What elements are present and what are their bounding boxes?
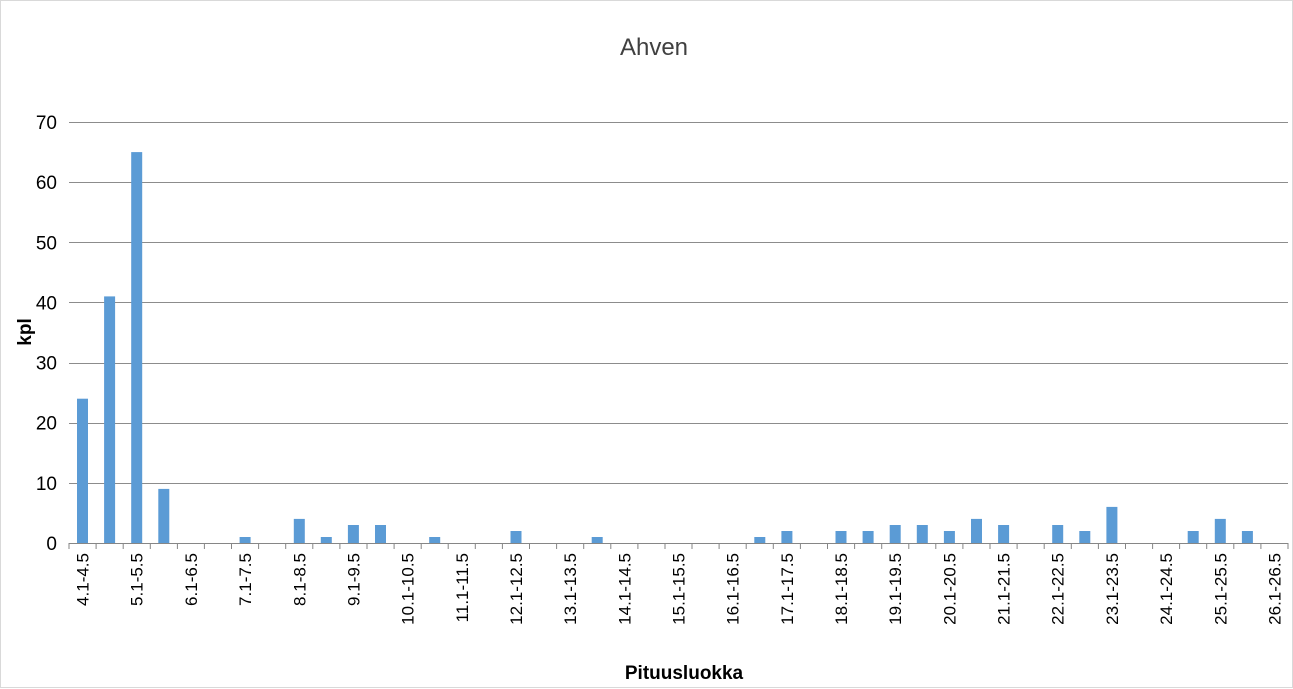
- y-tick-label: 70: [36, 113, 57, 134]
- y-tick-label: 60: [36, 173, 57, 194]
- x-tick-label: 23.1-23.5: [1103, 553, 1122, 625]
- x-tick-label: 7.1-7.5: [236, 553, 255, 606]
- bar: [943, 531, 955, 543]
- bar: [754, 537, 766, 543]
- bar: [916, 525, 928, 543]
- bar: [971, 518, 982, 543]
- x-axis-label: Pituusluokka: [625, 663, 744, 684]
- x-tick-label: 16.1-16.5: [724, 553, 743, 625]
- bar: [1187, 531, 1199, 543]
- bar: [104, 296, 116, 543]
- bar: [862, 531, 874, 543]
- x-tick-label: 22.1-22.5: [1049, 553, 1068, 625]
- x-tick-label: 17.1-17.5: [778, 553, 797, 625]
- bar: [131, 152, 143, 543]
- x-tick-labels: 4.1-4.5 5.1-5.5 6.1-6.5 7.1-7.5 8.1-8.5 9.1-9…: [68, 543, 1289, 625]
- bar: [781, 531, 793, 543]
- bar: [835, 531, 847, 543]
- x-tick-label: 8.1-8.5: [290, 553, 309, 606]
- x-tick-label: 26.1-26.5: [1266, 553, 1285, 625]
- bar: [347, 525, 359, 543]
- y-axis-label: kpl: [15, 318, 36, 345]
- bar: [1214, 518, 1226, 543]
- x-tick-label: 4.1-4.5: [74, 553, 93, 606]
- bar: [293, 518, 305, 543]
- x-tick-label: 10.1-10.5: [399, 553, 418, 625]
- x-tick-label: 19.1-19.5: [886, 553, 905, 625]
- x-tick-label: 11.1-11.5: [453, 553, 472, 622]
- x-tick-label: 5.1-5.5: [128, 553, 147, 606]
- x-tick-label: 21.1-21.5: [995, 553, 1014, 625]
- x-tick-label: 9.1-9.5: [344, 553, 363, 606]
- x-tick-label: 15.1-15.5: [670, 553, 689, 625]
- y-tick-label: 50: [36, 233, 57, 254]
- x-tick-label: 6.1-6.5: [182, 553, 201, 606]
- x-tick-label: 25.1-25.5: [1211, 553, 1230, 625]
- bar: [998, 525, 1010, 543]
- bar: [375, 525, 386, 543]
- x-tick-label: 20.1-20.5: [940, 553, 959, 625]
- x-tick-label: 14.1-14.5: [615, 553, 634, 625]
- bar: [591, 537, 603, 543]
- y-tick-labels: 0 10 20 30 40 50 60 70: [36, 113, 57, 555]
- bar: [510, 531, 522, 543]
- y-tick-label: 40: [36, 293, 57, 314]
- x-tick-label: 24.1-24.5: [1157, 553, 1176, 625]
- bars: [77, 152, 1253, 543]
- x-tick-label: 12.1-12.5: [507, 553, 526, 625]
- y-tick-label: 20: [36, 414, 57, 435]
- bar: [889, 525, 901, 543]
- chart-title: Ahven: [620, 34, 688, 61]
- y-tick-label: 0: [46, 534, 57, 555]
- y-tick-label: 10: [36, 474, 57, 495]
- bar: [158, 488, 170, 543]
- bar: [239, 537, 251, 543]
- bar: [1079, 531, 1091, 543]
- bar: [320, 537, 332, 543]
- bar: [77, 398, 88, 543]
- bar: [1052, 525, 1064, 543]
- gridlines: [69, 122, 1288, 544]
- x-tick-label: 13.1-13.5: [561, 553, 580, 625]
- bar: [1106, 506, 1118, 543]
- x-tick-label: 18.1-18.5: [832, 553, 851, 625]
- bar: [1241, 531, 1253, 543]
- bar: [429, 537, 441, 543]
- y-tick-label: 30: [36, 354, 57, 375]
